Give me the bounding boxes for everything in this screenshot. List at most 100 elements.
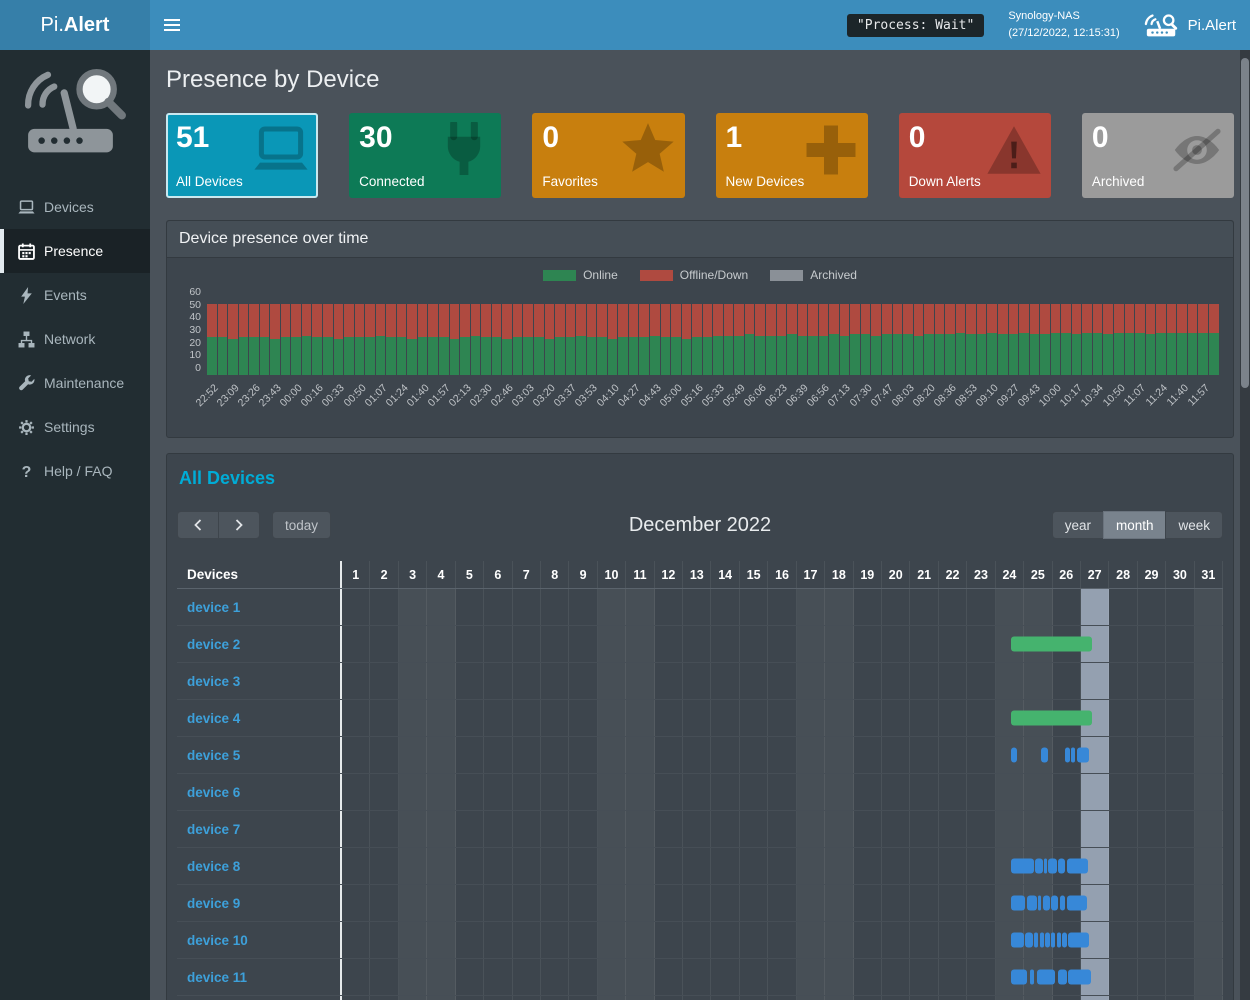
scrollbar-thumb[interactable] <box>1241 58 1249 388</box>
device-link[interactable]: device 9 <box>187 895 241 911</box>
presence-bar[interactable] <box>1051 932 1056 948</box>
sidebar-item-events[interactable]: Events <box>0 273 150 317</box>
prev-button[interactable] <box>177 511 219 539</box>
device-link[interactable]: device 2 <box>187 636 241 652</box>
day-column-header: 17 <box>797 561 826 588</box>
presence-bar[interactable] <box>1066 895 1087 911</box>
infobox-all-devices[interactable]: 51 All Devices <box>166 113 319 198</box>
device-link[interactable]: device 10 <box>187 932 248 948</box>
sidebar-item-devices[interactable]: Devices <box>0 185 150 229</box>
day-cell <box>910 811 939 847</box>
x-tick-label: 06:06 <box>741 382 769 410</box>
day-cell <box>398 996 428 1000</box>
device-link[interactable]: device 6 <box>187 784 241 800</box>
presence-bar[interactable] <box>1062 932 1067 948</box>
presence-bar[interactable] <box>1011 858 1034 874</box>
day-cell <box>1138 737 1167 773</box>
page-scrollbar[interactable] <box>1240 50 1250 1000</box>
presence-bar[interactable] <box>1025 932 1033 948</box>
presence-bar[interactable] <box>1059 895 1066 911</box>
presence-bar[interactable] <box>1035 858 1043 874</box>
chart-bar <box>692 291 702 375</box>
presence-bar[interactable] <box>1058 969 1067 985</box>
sidebar-item-presence[interactable]: Presence <box>0 229 150 273</box>
presence-bar[interactable] <box>1041 747 1049 763</box>
device-link[interactable]: device 3 <box>187 673 241 689</box>
sidebar-item-maintenance[interactable]: Maintenance <box>0 361 150 405</box>
device-link[interactable]: device 1 <box>187 599 241 615</box>
view-week-button[interactable]: week <box>1165 511 1223 539</box>
day-column-header: 6 <box>484 561 513 588</box>
view-month-button[interactable]: month <box>1102 511 1167 539</box>
presence-bar[interactable] <box>1039 932 1044 948</box>
sidebar-item-settings[interactable]: Settings <box>0 405 150 449</box>
device-row: device 9 <box>177 885 1224 922</box>
sidebar-item-network[interactable]: Network <box>0 317 150 361</box>
day-cell <box>825 700 854 736</box>
infobox-new-devices[interactable]: 1 New Devices <box>715 113 868 198</box>
day-cell <box>1166 848 1195 884</box>
device-link[interactable]: device 11 <box>187 969 248 985</box>
day-cell <box>398 848 428 884</box>
presence-bar[interactable] <box>1068 969 1091 985</box>
chart-bar <box>818 291 829 375</box>
app-logo[interactable]: Pi. Alert <box>0 0 150 50</box>
day-column-header: 1 <box>342 561 371 588</box>
day-cell <box>1194 996 1224 1000</box>
presence-bar[interactable] <box>1011 932 1025 948</box>
presence-bar[interactable] <box>1011 895 1026 911</box>
presence-bar[interactable] <box>1011 969 1027 985</box>
next-button[interactable] <box>218 511 260 539</box>
presence-bar[interactable] <box>1029 969 1034 985</box>
presence-bar[interactable] <box>1036 969 1056 985</box>
presence-bar[interactable] <box>1045 932 1050 948</box>
day-cell <box>370 922 399 958</box>
presence-bar[interactable] <box>1051 895 1059 911</box>
presence-bar[interactable] <box>1011 747 1017 763</box>
presence-bar[interactable] <box>1043 858 1047 874</box>
presence-bar[interactable] <box>1058 858 1066 874</box>
presence-bar[interactable] <box>1034 932 1039 948</box>
device-link[interactable]: device 7 <box>187 821 241 837</box>
day-column-header: 20 <box>882 561 911 588</box>
day-cell <box>569 626 598 662</box>
day-column-header: 13 <box>683 561 712 588</box>
device-link[interactable]: device 4 <box>187 710 241 726</box>
presence-bar[interactable] <box>1011 710 1093 726</box>
infobox-archived[interactable]: 0 Archived <box>1081 113 1235 198</box>
presence-bar[interactable] <box>1070 747 1076 763</box>
view-year-button[interactable]: year <box>1051 511 1104 539</box>
day-cell <box>683 626 712 662</box>
infobox-connected[interactable]: 30 Connected <box>349 113 502 198</box>
day-cell <box>342 922 371 958</box>
day-cell <box>939 700 968 736</box>
infobox-down-alerts[interactable]: 0 Down Alerts <box>898 113 1051 198</box>
day-cell <box>796 700 826 736</box>
today-button[interactable]: today <box>272 511 332 539</box>
device-link[interactable]: device 8 <box>187 858 241 874</box>
presence-bar[interactable] <box>1038 895 1042 911</box>
day-cell <box>541 848 570 884</box>
device-link[interactable]: device 5 <box>187 747 241 763</box>
presence-bar[interactable] <box>1068 932 1090 948</box>
day-cell <box>854 848 883 884</box>
day-cell <box>825 959 854 995</box>
presence-bar[interactable] <box>1042 895 1050 911</box>
day-cell <box>1194 922 1224 958</box>
presence-bar[interactable] <box>1076 747 1090 763</box>
day-cell <box>370 663 399 699</box>
presence-bar[interactable] <box>1056 932 1061 948</box>
sidebar-item-help-faq[interactable]: ? Help / FAQ <box>0 449 150 493</box>
day-cell <box>427 848 456 884</box>
sidebar-toggle-button[interactable] <box>150 0 194 50</box>
day-cell <box>427 700 456 736</box>
presence-bar[interactable] <box>1065 747 1070 763</box>
day-cell <box>711 626 740 662</box>
presence-bar[interactable] <box>1048 858 1057 874</box>
presence-bar[interactable] <box>1026 895 1037 911</box>
question-icon: ? <box>18 463 35 479</box>
chart-bar <box>903 291 913 375</box>
presence-bar[interactable] <box>1011 636 1093 652</box>
infobox-favorites[interactable]: 0 Favorites <box>532 113 685 198</box>
presence-bar[interactable] <box>1066 858 1088 874</box>
